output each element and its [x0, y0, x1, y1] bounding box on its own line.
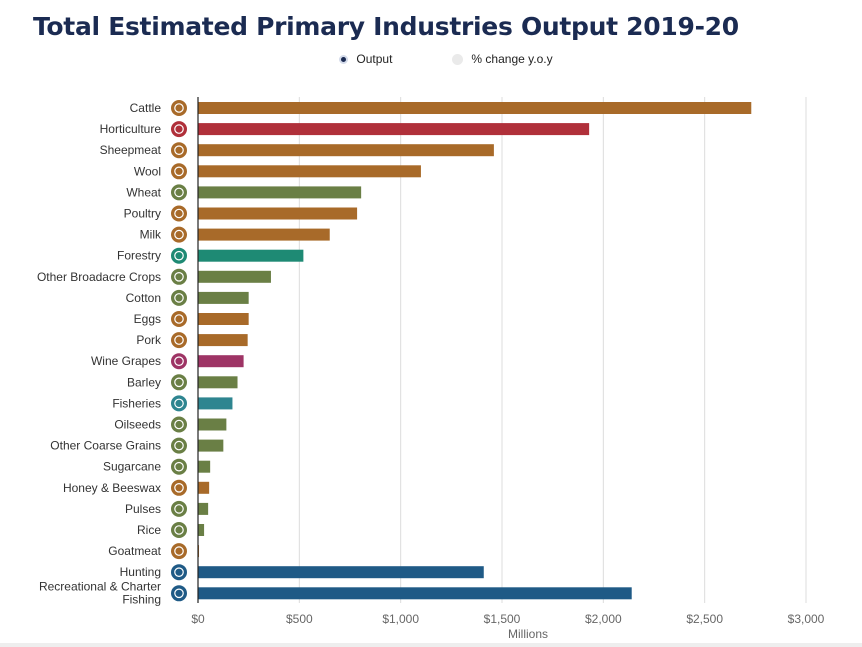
bar-sheepmeat [198, 144, 494, 157]
recreational-charter-fishing-icon [171, 585, 187, 602]
category-label-milk: Milk [140, 228, 162, 242]
goatmeat-icon [171, 543, 187, 560]
bar-oilseeds [198, 418, 227, 431]
bar-pulses [198, 502, 209, 515]
bar-pork [198, 334, 248, 347]
eggs-icon [171, 311, 187, 327]
horticulture-icon [171, 121, 187, 138]
category-label-honey-beeswax: Honey & Beeswax [63, 481, 161, 495]
category-label-other-broadacre-crops: Other Broadacre Crops [37, 270, 161, 284]
bar-eggs [198, 313, 249, 325]
hunting-icon [171, 564, 187, 581]
bar-wool [198, 165, 421, 178]
category-label-sugarcane: Sugarcane [103, 460, 161, 474]
category-label-eggs: Eggs [134, 312, 161, 326]
category-label-cattle: Cattle [130, 101, 162, 115]
bar-other-coarse-grains [198, 439, 224, 452]
bar-poultry [198, 207, 358, 220]
category-label-goatmeat: Goatmeat [108, 544, 161, 558]
bar-cattle [198, 102, 752, 114]
fisheries-icon [171, 395, 187, 412]
pulses-icon [171, 500, 187, 517]
legend-item-output[interactable]: Output [339, 52, 392, 66]
category-label-other-coarse-grains: Other Coarse Grains [50, 439, 161, 453]
bar-hunting [198, 566, 484, 579]
bar-fisheries [198, 397, 233, 410]
honey-beeswax-icon [171, 479, 187, 496]
bottom-divider [0, 643, 862, 647]
x-tick-label: $500 [286, 612, 313, 626]
bar-milk [198, 228, 330, 241]
x-tick-label: $3,000 [788, 612, 825, 626]
bar-other-broadacre-crops [198, 270, 271, 283]
category-label-recreational-charter-fishing: Recreational & Charter Fishing [39, 579, 161, 606]
category-label-wool: Wool [134, 164, 161, 178]
bar-barley [198, 376, 238, 389]
legend-marker-output [339, 54, 349, 64]
legend: Output % change y.o.y [0, 52, 862, 66]
bar-honey-beeswax [198, 481, 210, 494]
barley-icon [171, 374, 187, 391]
category-label-sheepmeat: Sheepmeat [100, 143, 162, 157]
category-label-pulses: Pulses [125, 502, 161, 516]
sheepmeat-icon [171, 142, 187, 159]
category-label-forestry: Forestry [117, 249, 161, 263]
legend-item-percent-change[interactable]: % change y.o.y [452, 52, 553, 66]
category-label-fisheries: Fisheries [112, 396, 161, 410]
x-axis-label: Millions [508, 627, 548, 641]
bar-sugarcane [198, 460, 211, 473]
wheat-icon [171, 184, 187, 201]
x-tick-label: $1,500 [484, 612, 521, 626]
poultry-icon [171, 205, 187, 222]
sugarcane-icon [171, 458, 187, 475]
category-label-rice: Rice [137, 523, 161, 537]
cotton-icon [171, 289, 187, 306]
other-broadacre-crops-icon [171, 268, 187, 285]
x-tick-label: $2,500 [686, 612, 723, 626]
category-label-barley: Barley [127, 375, 161, 389]
wine-grapes-icon [171, 353, 187, 370]
category-label-wine-grapes: Wine Grapes [91, 354, 161, 368]
bar-wheat [198, 186, 362, 199]
milk-icon [171, 226, 187, 243]
bar-forestry [198, 249, 304, 262]
category-label-hunting: Hunting [120, 565, 161, 579]
bar-recreational-charter-fishing [198, 587, 632, 600]
other-coarse-grains-icon [171, 437, 187, 454]
bar-rice [198, 524, 205, 536]
legend-label-percent-change: % change y.o.y [471, 52, 553, 66]
x-tick-label: $0 [191, 612, 205, 626]
category-label-oilseeds: Oilseeds [114, 418, 161, 432]
forestry-icon [171, 247, 187, 264]
category-label-cotton: Cotton [126, 291, 161, 305]
pork-icon [171, 332, 187, 349]
legend-label-output: Output [356, 52, 393, 66]
wool-icon [171, 163, 187, 180]
cattle-icon [171, 100, 187, 116]
bar-horticulture [198, 123, 590, 136]
rice-icon [171, 522, 187, 538]
category-label-horticulture: Horticulture [100, 122, 162, 136]
oilseeds-icon [171, 416, 187, 433]
category-label-poultry: Poultry [124, 207, 161, 221]
x-tick-label: $1,000 [382, 612, 419, 626]
bar-wine-grapes [198, 355, 244, 368]
category-label-wheat: Wheat [126, 185, 161, 199]
chart-title: Total Estimated Primary Industries Outpu… [33, 12, 739, 41]
bar-cotton [198, 291, 249, 304]
category-label-pork: Pork [136, 333, 162, 347]
legend-marker-percent-change [452, 53, 464, 65]
x-tick-label: $2,000 [585, 612, 622, 626]
